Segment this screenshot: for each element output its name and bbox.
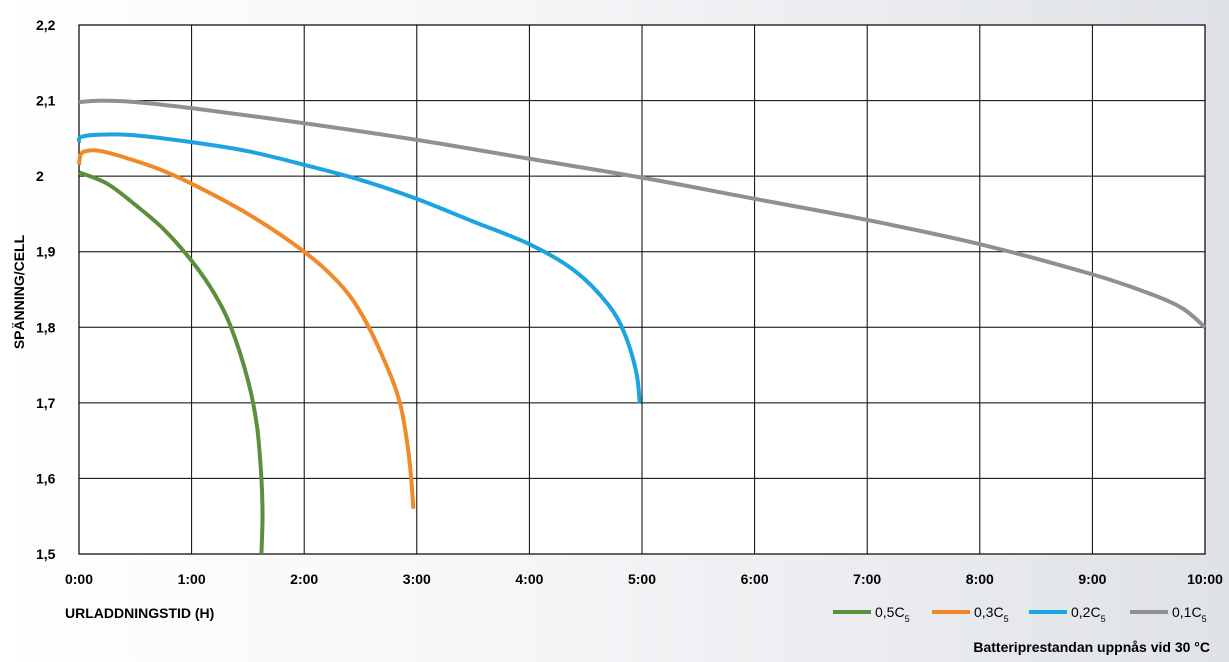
y-tick-label: 2 xyxy=(36,168,44,184)
x-tick-label: 5:00 xyxy=(628,571,656,587)
legend-label: 0,1C5 xyxy=(1172,604,1207,624)
x-tick-label: 1:00 xyxy=(178,571,206,587)
legend-label: 0,5C5 xyxy=(875,604,910,624)
x-tick-label: 4:00 xyxy=(515,571,543,587)
y-tick-label: 1,5 xyxy=(36,546,56,562)
legend-label: 0,3C5 xyxy=(974,604,1009,624)
x-tick-label: 9:00 xyxy=(1078,571,1106,587)
legend-label-subscript: 5 xyxy=(905,614,910,624)
series-line-0 xyxy=(78,170,265,555)
series-line-3 xyxy=(78,98,1207,329)
legend-label-subscript: 5 xyxy=(1202,614,1207,624)
series-line-2 xyxy=(76,132,642,404)
x-tick-label: 10:00 xyxy=(1187,571,1223,587)
series-lines xyxy=(76,98,1207,555)
temperature-note: Batteriprestandan uppnås vid 30 °C xyxy=(973,639,1210,655)
y-tick-label: 1,7 xyxy=(36,395,56,411)
y-tick-label: 2,2 xyxy=(36,17,56,33)
x-tick-label: 2:00 xyxy=(290,571,318,587)
y-axis-label: SPÄNNING/CELL xyxy=(11,234,27,349)
x-tick-label: 7:00 xyxy=(853,571,881,587)
y-tick-label: 1,8 xyxy=(36,319,56,335)
legend: 0,5C5 0,3C5 0,2C5 0,1C5 xyxy=(833,604,1207,624)
x-tick-label: 6:00 xyxy=(741,571,769,587)
y-tick-label: 1,6 xyxy=(36,470,56,486)
y-tick-label: 2,1 xyxy=(36,93,56,109)
legend-label: 0,2C5 xyxy=(1071,604,1106,624)
x-tick-label: 8:00 xyxy=(966,571,994,587)
tick-labels: 1,5 1,6 1,7 1,8 1,9 2 2,1 2,2 0:00 1:00 2:00 3:00 4:… xyxy=(36,17,1223,587)
series-line-1 xyxy=(77,148,416,509)
y-tick-label: 1,9 xyxy=(36,244,56,260)
grid xyxy=(78,24,1206,555)
x-axis-label: URLADDNINGSTID (H) xyxy=(65,605,214,621)
x-tick-label: 3:00 xyxy=(403,571,431,587)
x-tick-label: 0:00 xyxy=(65,571,93,587)
legend-label-subscript: 5 xyxy=(1101,614,1106,624)
legend-label-subscript: 5 xyxy=(1004,614,1009,624)
